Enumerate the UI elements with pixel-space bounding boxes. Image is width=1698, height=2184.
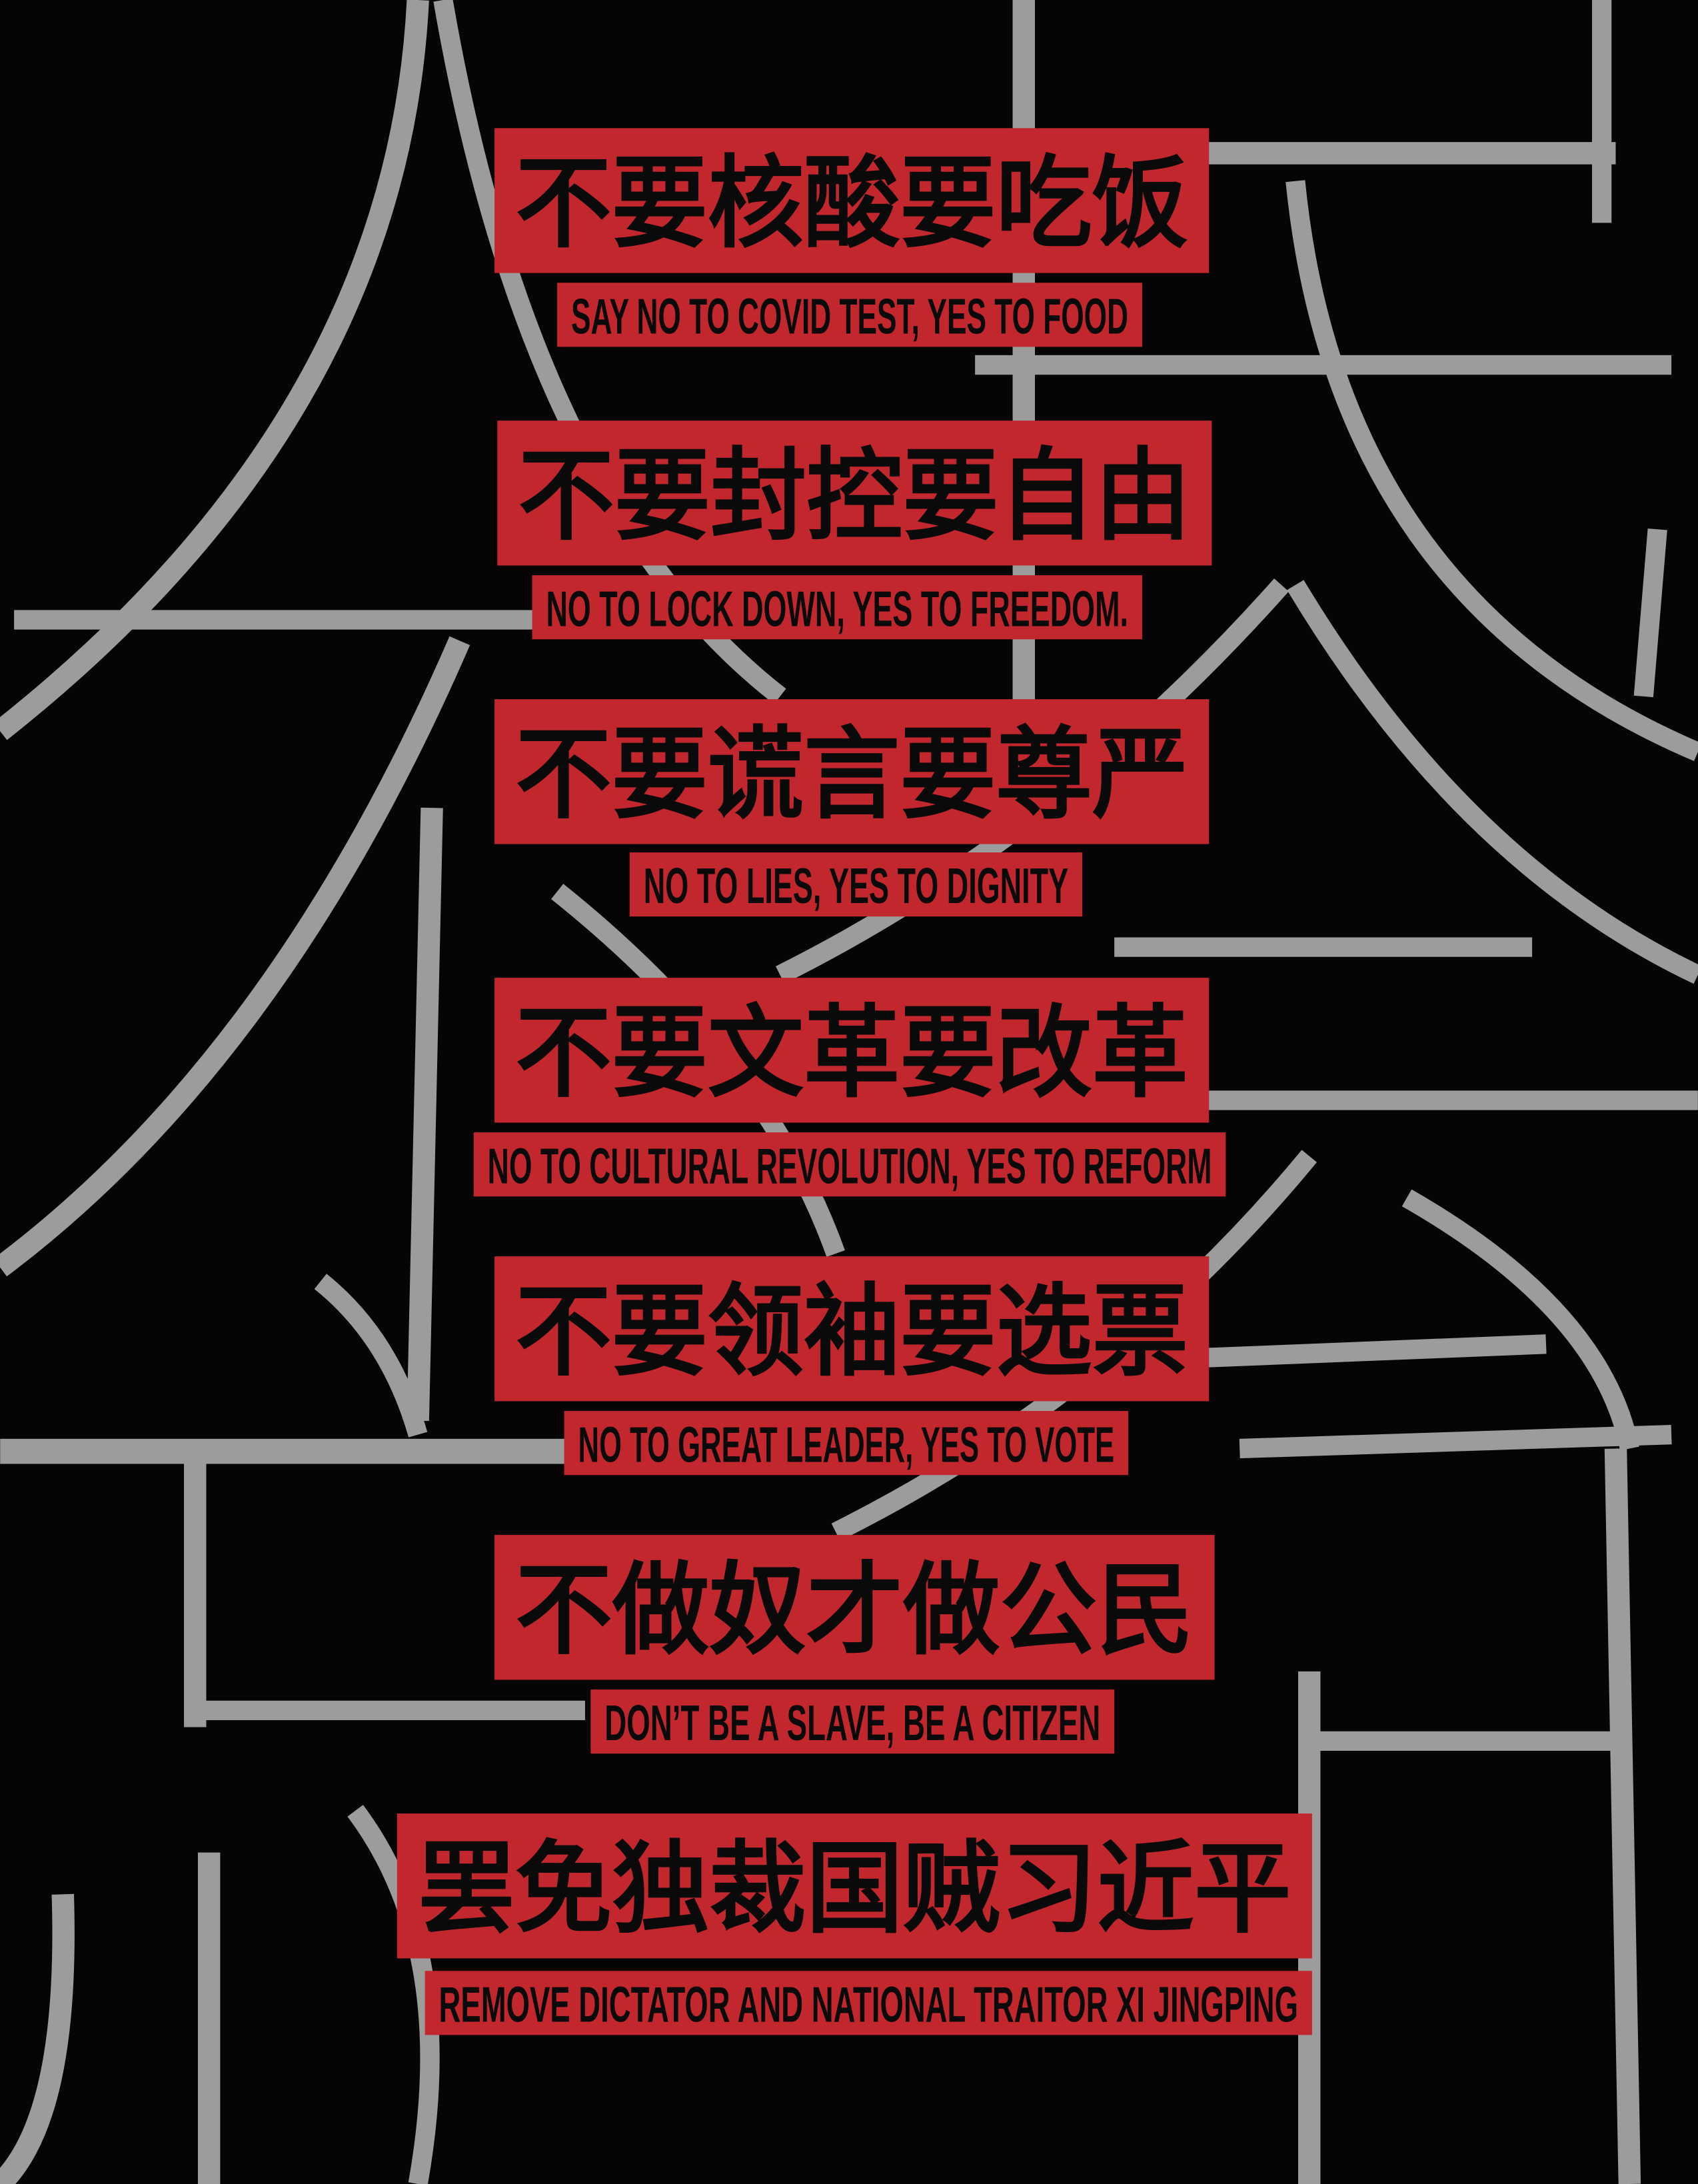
slogan-chinese: 不要核酸要吃饭 (515, 145, 1188, 262)
subtitle-box (557, 283, 1142, 347)
slogan-box (494, 1535, 1215, 1680)
glyph-stroke (1239, 1424, 1672, 1459)
slogan-chinese: 不要封控要自由 (518, 437, 1191, 554)
slogan-box (494, 978, 1210, 1123)
slogan-english: NO TO LIES, YES TO DIGNITY (644, 858, 1068, 914)
glyph-stroke (1633, 528, 1667, 698)
slogan-english: SAY NO TO COVID TEST, YES TO FOOD (571, 288, 1128, 344)
glyph-stroke (0, 1893, 75, 2184)
glyph-stroke (1401, 1189, 1639, 1451)
slogan-english: NO TO GREAT LEADER, YES TO VOTE (578, 1416, 1115, 1472)
slogan-english: NO TO LOCK DOWN, YES TO FREEDOM. (546, 580, 1128, 636)
glyph-stroke (1604, 1448, 1641, 2184)
slogan-english: NO TO CULTURAL REVOLUTION, YES TO REFORM (488, 1138, 1212, 1194)
glyph-stroke (1197, 1334, 1547, 1368)
slogan-box (494, 128, 1210, 273)
subtitle-box (532, 575, 1142, 640)
slogan-chinese: 不要领袖要选票 (515, 1273, 1188, 1390)
slogan-english: DON’T BE A SLAVE, BE A CITIZEN (604, 1695, 1100, 1751)
slogan-chinese: 不要文革要改革 (515, 994, 1188, 1112)
slogan-chinese: 不做奴才做公民 (515, 1552, 1194, 1669)
glyph-stroke (0, 0, 429, 740)
slogan-box (397, 1813, 1312, 1959)
subtitle-box (424, 1971, 1312, 2035)
subtitle-box (564, 1411, 1129, 1476)
glyph-stroke (0, 636, 470, 1277)
glyph-stroke (407, 807, 443, 1422)
glyph-stroke (1285, 180, 1698, 762)
slogan-chinese: 不要谎言要尊严 (515, 716, 1188, 833)
glyph-stroke (347, 1805, 440, 2184)
slogan-chinese: 罢免独裁国贼习近平 (418, 1830, 1291, 1947)
glyph-stroke (314, 1274, 428, 1438)
subtitle-box (473, 1132, 1226, 1197)
glyph-stroke (1287, 580, 1698, 984)
slogan-english: REMOVE DICTATOR AND NATIONAL TRAITOR XI … (439, 1976, 1298, 2032)
subtitle-box (590, 1689, 1115, 1754)
slogan-box (494, 699, 1210, 844)
subtitle-box (629, 852, 1083, 917)
slogan-box (497, 421, 1212, 566)
slogan-box (494, 1256, 1210, 1402)
